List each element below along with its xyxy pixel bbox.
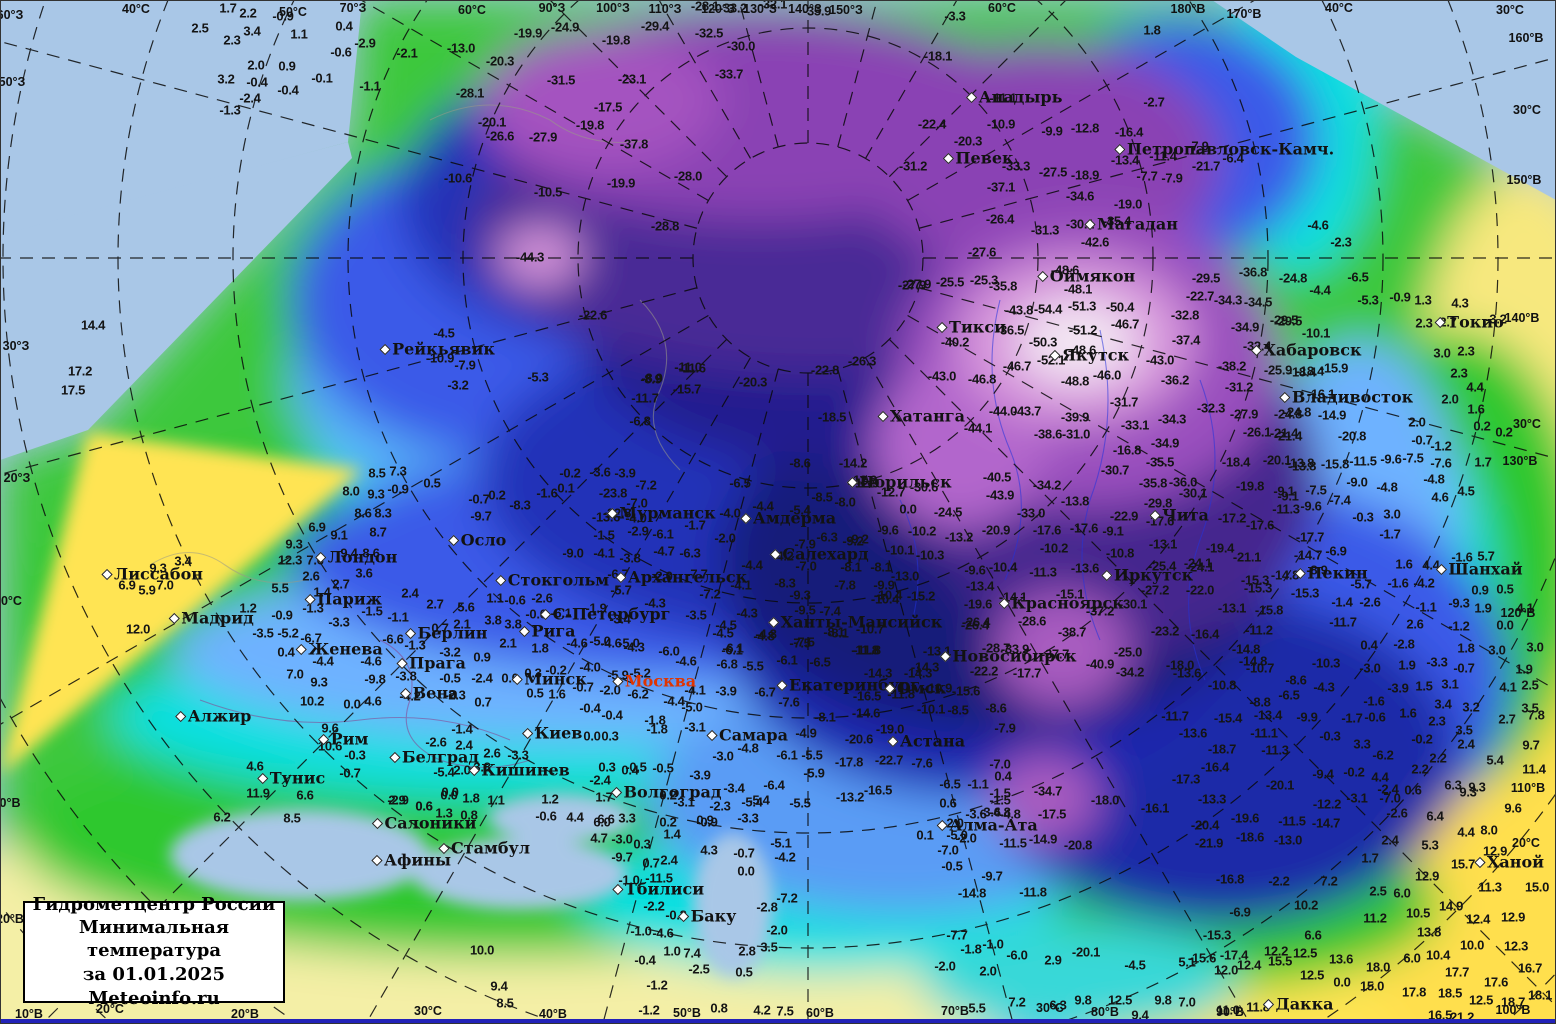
legend-source: Гидрометцентр России (32, 893, 276, 915)
legend-title: Минимальная температура (78, 917, 230, 962)
legend-box: Гидрометцентр России Минимальная темпера… (23, 894, 285, 1009)
legend-website: Meteoinfo.ru (88, 988, 220, 1010)
map-bottom-border (0, 1019, 1556, 1024)
legend-date: за 01.01.2025 (82, 963, 226, 985)
